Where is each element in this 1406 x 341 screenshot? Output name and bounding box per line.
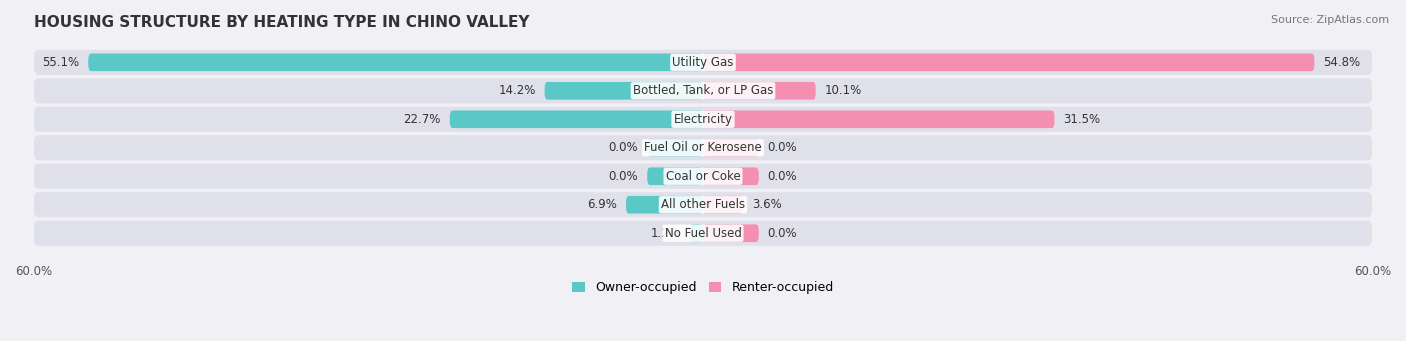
- FancyBboxPatch shape: [703, 224, 759, 242]
- Text: 55.1%: 55.1%: [42, 56, 79, 69]
- FancyBboxPatch shape: [544, 82, 703, 100]
- FancyBboxPatch shape: [89, 54, 703, 71]
- Text: 0.0%: 0.0%: [609, 170, 638, 183]
- Text: 0.0%: 0.0%: [768, 170, 797, 183]
- FancyBboxPatch shape: [34, 107, 1372, 132]
- Text: 3.6%: 3.6%: [752, 198, 782, 211]
- FancyBboxPatch shape: [450, 110, 703, 128]
- FancyBboxPatch shape: [703, 82, 815, 100]
- FancyBboxPatch shape: [647, 167, 703, 185]
- Text: Coal or Coke: Coal or Coke: [665, 170, 741, 183]
- FancyBboxPatch shape: [34, 50, 1372, 75]
- FancyBboxPatch shape: [703, 110, 1054, 128]
- FancyBboxPatch shape: [703, 196, 744, 213]
- Text: 0.0%: 0.0%: [768, 141, 797, 154]
- Text: 10.1%: 10.1%: [824, 84, 862, 97]
- Text: 0.0%: 0.0%: [609, 141, 638, 154]
- Text: 31.5%: 31.5%: [1063, 113, 1101, 126]
- Legend: Owner-occupied, Renter-occupied: Owner-occupied, Renter-occupied: [568, 277, 838, 299]
- FancyBboxPatch shape: [626, 196, 703, 213]
- FancyBboxPatch shape: [34, 164, 1372, 189]
- Text: 6.9%: 6.9%: [588, 198, 617, 211]
- Text: 22.7%: 22.7%: [404, 113, 441, 126]
- Text: 54.8%: 54.8%: [1323, 56, 1361, 69]
- Text: All other Fuels: All other Fuels: [661, 198, 745, 211]
- Text: No Fuel Used: No Fuel Used: [665, 227, 741, 240]
- FancyBboxPatch shape: [34, 135, 1372, 160]
- Text: 14.2%: 14.2%: [498, 84, 536, 97]
- Text: 0.0%: 0.0%: [768, 227, 797, 240]
- Text: Bottled, Tank, or LP Gas: Bottled, Tank, or LP Gas: [633, 84, 773, 97]
- Text: HOUSING STRUCTURE BY HEATING TYPE IN CHINO VALLEY: HOUSING STRUCTURE BY HEATING TYPE IN CHI…: [34, 15, 529, 30]
- FancyBboxPatch shape: [703, 139, 759, 157]
- Text: Fuel Oil or Kerosene: Fuel Oil or Kerosene: [644, 141, 762, 154]
- FancyBboxPatch shape: [34, 192, 1372, 217]
- Text: Source: ZipAtlas.com: Source: ZipAtlas.com: [1271, 15, 1389, 25]
- FancyBboxPatch shape: [34, 78, 1372, 103]
- FancyBboxPatch shape: [647, 139, 703, 157]
- Text: 1.2%: 1.2%: [651, 227, 681, 240]
- FancyBboxPatch shape: [703, 167, 759, 185]
- FancyBboxPatch shape: [689, 224, 703, 242]
- FancyBboxPatch shape: [703, 54, 1315, 71]
- Text: Electricity: Electricity: [673, 113, 733, 126]
- Text: Utility Gas: Utility Gas: [672, 56, 734, 69]
- FancyBboxPatch shape: [34, 221, 1372, 246]
